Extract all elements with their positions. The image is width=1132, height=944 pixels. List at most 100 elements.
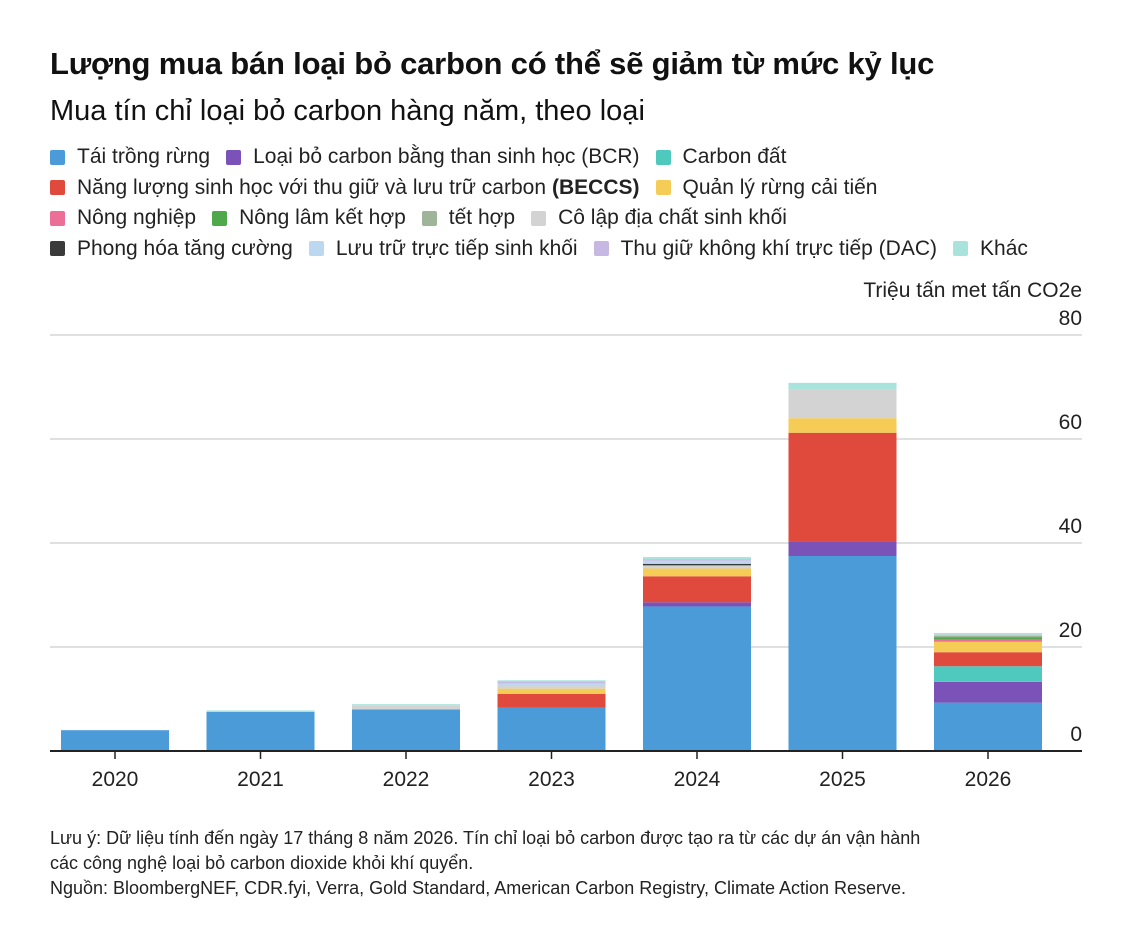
bar-segment (497, 685, 606, 689)
legend: Tái trồng rừng Loại bỏ carbon bằng than s… (50, 142, 1120, 264)
legend-label: Thu giữ không khí trực tiếp (DAC) (620, 236, 938, 260)
chart-notes: Lưu ý: Dữ liệu tính đến ngày 17 tháng 8 … (50, 826, 1090, 901)
bar-segment (788, 541, 897, 556)
bar-segment (61, 730, 169, 751)
legend-row: Nông nghiệp Nông lâm kết hợp tết hợp Cô lập… (50, 203, 1120, 234)
y-tick-label: 20 (1059, 619, 1082, 642)
legend-swatch (308, 241, 324, 257)
bar-segment (497, 681, 606, 684)
legend-swatch (531, 210, 547, 226)
legend-label: Khác (980, 236, 1028, 260)
stacked-bar-chart: 0 20 40 60 80 2020 2021 2022 2023 2024 2025 2026 (50, 307, 1082, 791)
bar-segment (934, 635, 1042, 638)
bar-segment (643, 557, 751, 560)
legend-swatch (50, 241, 65, 257)
legend-item: Lưu trữ trực tiếp sinh khối (308, 236, 578, 261)
y-tick-label: 0 (1070, 723, 1082, 746)
bar-segment (643, 568, 751, 577)
legend-row: Phong hóa tăng cường Lưu trữ trực tiếp si… (50, 234, 1120, 265)
bar-segment (206, 712, 315, 751)
x-tick-label: 2022 (383, 768, 430, 791)
bar-segment (497, 683, 606, 686)
legend-swatch (50, 180, 65, 196)
bar-segment (643, 602, 751, 607)
bar-segment (788, 389, 897, 419)
legend-swatch (421, 210, 437, 226)
bar-segment (788, 432, 897, 542)
legend-label: tết hợp (448, 206, 516, 230)
bar-segment (643, 559, 751, 561)
legend-label: Lưu trữ trực tiếp sinh khối (335, 236, 578, 260)
bar-segment (934, 681, 1042, 703)
bar-segment (788, 556, 897, 751)
legend-item: Nông nghiệp (50, 206, 196, 230)
x-tick-label: 2024 (674, 768, 721, 791)
bar-segment (934, 702, 1042, 751)
bar-segment (352, 709, 460, 751)
legend-swatch (50, 210, 65, 226)
legend-item: Năng lượng sinh học với thu giữ và lưu t… (50, 176, 640, 200)
bar-segment (643, 563, 751, 566)
legend-label: Nông nghiệp (77, 206, 197, 230)
source-text: Nguồn: BloombergNEF, CDR.fyi, Verra, Gol… (50, 878, 907, 898)
bar-segment (934, 637, 1042, 640)
bar-segment (497, 693, 606, 708)
chart-title: Lượng mua bán loại bỏ carbon có thể sẽ g… (50, 46, 935, 81)
bar-segment (934, 666, 1042, 682)
bar-segment (206, 710, 315, 712)
legend-label: Nông lâm kết hợp (239, 206, 406, 230)
y-tick-label: 60 (1059, 411, 1082, 434)
legend-row: Tái trồng rừng Loại bỏ carbon bằng than s… (50, 142, 1120, 173)
bar-segment (497, 688, 606, 694)
note-text-line-2: các công nghệ loại bỏ carbon dioxide khỏ… (50, 853, 474, 873)
bar-segment (643, 606, 751, 751)
x-tick-label: 2023 (528, 768, 575, 791)
bar-segment (643, 576, 751, 603)
legend-label: Carbon đất (682, 145, 787, 169)
legend-swatch (226, 149, 242, 165)
legend-label-bold: (BECCS) (552, 175, 640, 199)
x-tick-label: 2026 (965, 768, 1012, 791)
x-tick-label: 2021 (237, 768, 284, 791)
bar-segment (934, 634, 1042, 636)
legend-label: Phong hóa tăng cường (77, 236, 293, 260)
chart-subtitle: Mua tín chỉ loại bỏ carbon hàng năm, the… (50, 95, 645, 127)
legend-item: Loại bỏ carbon bằng than sinh học (BCR) (226, 145, 640, 169)
bar-segment (934, 641, 1042, 653)
legend-item: Carbon đất (655, 145, 787, 169)
x-tick-label: 2025 (819, 768, 866, 791)
legend-item: Tái trồng rừng (50, 145, 210, 169)
legend-swatch (593, 241, 609, 257)
legend-swatch (655, 180, 671, 196)
bar-segment (934, 652, 1042, 667)
y-axis-unit-label: Triệu tấn met tấn CO2e (863, 279, 1082, 302)
legend-item: Cô lập địa chất sinh khối (531, 206, 787, 230)
bar-segment (497, 680, 606, 682)
bar-segment (934, 639, 1042, 642)
bar-segment (934, 632, 1042, 635)
legend-item: Nông lâm kết hợp (212, 206, 406, 230)
legend-swatch (50, 149, 65, 165)
legend-item: Thu giữ không khí trực tiếp (DAC) (593, 236, 938, 261)
legend-swatch (953, 241, 969, 257)
bar-segment (643, 565, 751, 569)
bar-segment (788, 418, 897, 433)
legend-item: Quản lý rừng cải tiến (655, 176, 878, 200)
legend-row: Năng lượng sinh học với thu giữ và lưu t… (50, 173, 1120, 204)
bar-segment (643, 560, 751, 564)
legend-label: Loại bỏ carbon bằng than sinh học (BCR) (253, 145, 640, 169)
bar-segment (352, 705, 460, 710)
y-tick-label: 40 (1059, 515, 1082, 538)
legend-item: Phong hóa tăng cường (50, 237, 293, 261)
x-tick-label: 2020 (92, 768, 139, 791)
legend-swatch (655, 149, 671, 165)
bar-segment (788, 382, 897, 390)
legend-label: Tái trồng rừng (77, 145, 211, 169)
legend-label: Cô lập địa chất sinh khối (558, 206, 787, 230)
y-tick-label: 80 (1059, 307, 1082, 330)
legend-item: tết hợp (421, 206, 516, 230)
legend-label: Năng lượng sinh học với thu giữ và lưu t… (77, 175, 546, 199)
legend-swatch (212, 210, 228, 226)
bar-segment (352, 704, 460, 706)
legend-item: Khác (953, 237, 1028, 261)
